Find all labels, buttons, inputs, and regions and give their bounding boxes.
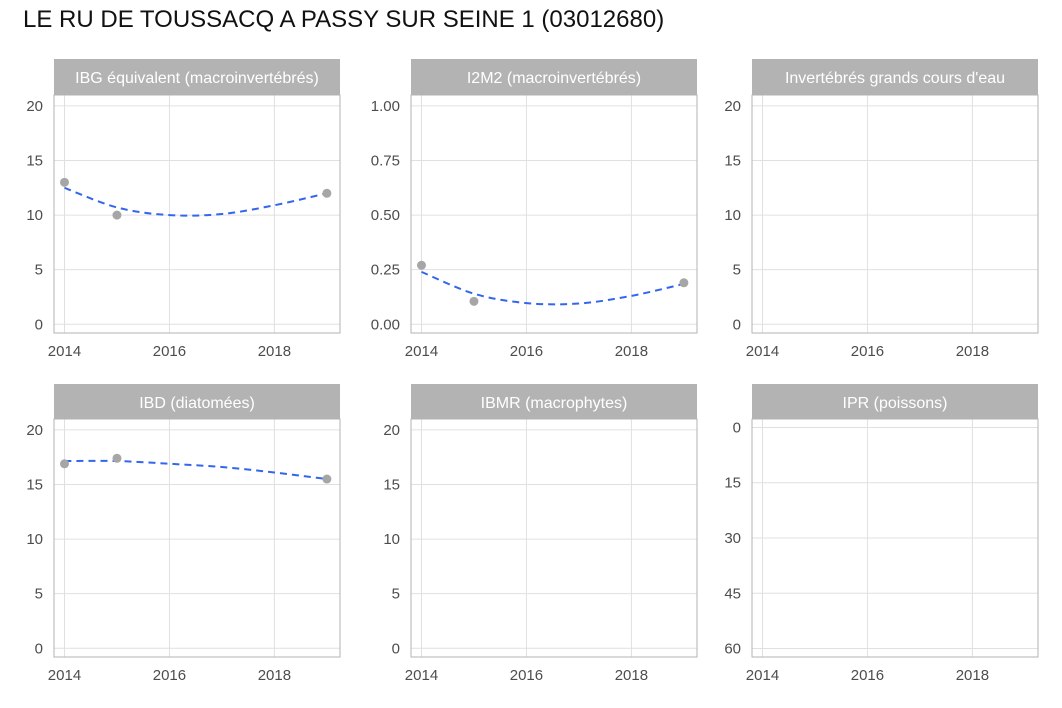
x-tick-label: 2018	[956, 343, 989, 360]
facet-panel-4: IBD (diatomées) 0 5 10 15 20 2014 2016 2018	[26, 384, 341, 684]
y-tick-label: 0	[733, 316, 741, 333]
y-tick-label: 0.75	[371, 153, 400, 170]
facet-title: IBMR (macrophytes)	[481, 395, 628, 412]
y-tick-label: 0	[35, 640, 43, 657]
data-point	[112, 453, 122, 463]
y-tick-label: 0	[733, 419, 741, 436]
y-tick-label: 0.25	[371, 262, 400, 279]
trend-line	[64, 459, 328, 481]
x-tick-label: 2016	[851, 343, 884, 360]
x-tick-label: 2014	[48, 343, 81, 360]
y-tick-label: 10	[26, 531, 43, 548]
y-tick-label: 5	[35, 586, 43, 603]
x-tick-label: 2016	[153, 343, 186, 360]
y-tick-label: 20	[26, 98, 43, 115]
data-point	[416, 260, 426, 270]
data-point	[112, 210, 122, 220]
y-tick-label: 15	[383, 477, 400, 494]
y-tick-label: 0	[392, 640, 400, 657]
y-tick-label: 15	[26, 477, 43, 494]
y-tick-label: 5	[392, 586, 400, 603]
x-tick-label: 2016	[510, 343, 543, 360]
x-tick-label: 2018	[615, 667, 648, 684]
y-tick-label: 5	[35, 262, 43, 279]
facet-title: IBD (diatomées)	[139, 395, 255, 412]
facet-title: I2M2 (macroinvertébrés)	[467, 70, 641, 87]
facet-panel-1: IBG équivalent (macroinvertébrés) 0 5 10 15 2…	[26, 59, 341, 360]
x-tick-label: 2018	[258, 667, 291, 684]
y-tick-label: 15	[26, 153, 43, 170]
x-tick-label: 2014	[746, 343, 779, 360]
x-tick-label: 2018	[615, 343, 648, 360]
x-tick-label: 2016	[153, 667, 186, 684]
x-tick-label: 2016	[851, 667, 884, 684]
trend-line	[421, 270, 685, 306]
facet-panel-6: IPR (poissons) 0 15 30 45 60 2014 2016 2018	[724, 384, 1039, 684]
data-point	[59, 459, 69, 469]
facet-strip	[411, 59, 697, 95]
y-tick-label: 15	[724, 153, 741, 170]
facet-strip	[54, 59, 340, 95]
x-tick-label: 2014	[405, 343, 438, 360]
y-tick-label: 60	[724, 641, 741, 658]
x-tick-label: 2014	[746, 667, 779, 684]
facet-panel-3: Invertébrés grands cours d'eau 0 5 10 15 20 20…	[724, 59, 1039, 360]
y-tick-label: 10	[383, 531, 400, 548]
panel-border	[751, 418, 1039, 658]
panel-border	[410, 94, 698, 334]
data-point	[322, 474, 332, 484]
data-point	[679, 278, 689, 288]
x-tick-label: 2014	[48, 667, 81, 684]
y-tick-label: 10	[724, 207, 741, 224]
facet-title: Invertébrés grands cours d'eau	[785, 70, 1005, 87]
y-tick-label: 20	[724, 98, 741, 115]
facet-strip	[752, 59, 1038, 95]
facet-title: IBG équivalent (macroinvertébrés)	[75, 70, 319, 87]
x-tick-label: 2018	[258, 343, 291, 360]
facet-strip	[411, 384, 697, 419]
facet-strip	[54, 384, 340, 419]
y-tick-label: 15	[724, 475, 741, 492]
y-tick-label: 1.00	[371, 98, 400, 115]
facet-strip	[752, 384, 1038, 419]
facet-title: IPR (poissons)	[843, 395, 948, 412]
data-point	[322, 188, 332, 198]
x-tick-label: 2018	[956, 667, 989, 684]
data-point	[59, 177, 69, 187]
y-tick-label: 45	[724, 585, 741, 602]
trend-line	[64, 186, 328, 217]
y-tick-label: 0.00	[371, 316, 400, 333]
y-tick-label: 10	[26, 207, 43, 224]
y-tick-label: 20	[383, 422, 400, 439]
facet-panel-2: I2M2 (macroinvertébrés) 0.00 0.25 0.50 0.75 1…	[371, 59, 698, 360]
x-tick-label: 2014	[405, 667, 438, 684]
y-tick-label: 0	[35, 316, 43, 333]
y-tick-label: 0.50	[371, 207, 400, 224]
y-tick-label: 30	[724, 530, 741, 547]
panel-border	[751, 94, 1039, 334]
panel-border	[53, 94, 341, 334]
facet-panel-5: IBMR (macrophytes) 0 5 10 15 20 2014 2016 2018	[383, 384, 698, 684]
panel-border	[410, 418, 698, 658]
data-point	[469, 296, 479, 306]
page-title: LE RU DE TOUSSACQ A PASSY SUR SEINE 1 (0…	[23, 6, 665, 33]
y-tick-label: 20	[26, 422, 43, 439]
y-tick-label: 5	[733, 262, 741, 279]
x-tick-label: 2016	[510, 667, 543, 684]
panel-border	[53, 418, 341, 658]
